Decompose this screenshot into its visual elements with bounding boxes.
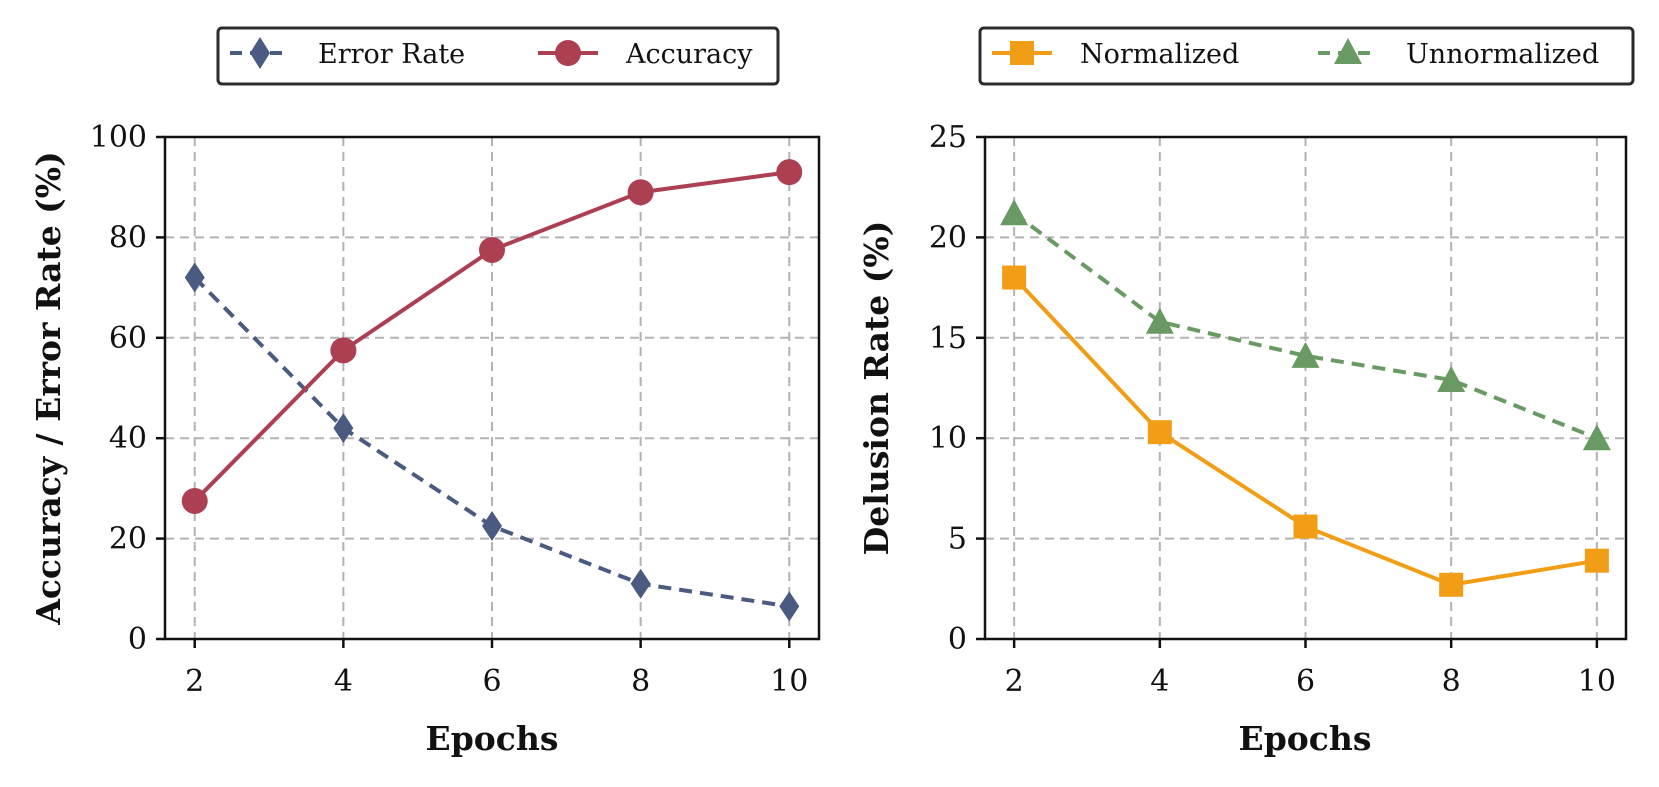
ticks-right: 2 4 6 8 10 0 5 10 15 20 25 xyxy=(929,120,1616,699)
ytick-label-left-3: 60 xyxy=(109,321,147,356)
ytick-label-right-3: 15 xyxy=(929,321,967,356)
point-accuracy-0 xyxy=(181,487,208,514)
ytick-label-left-0: 0 xyxy=(128,622,147,657)
y-axis-label-right: Delusion Rate (%) xyxy=(857,221,896,556)
xtick-label-right-2: 6 xyxy=(1296,664,1315,699)
x-axis-label-right: Epochs xyxy=(1239,719,1372,758)
series-line-unnormalized xyxy=(1012,211,1598,441)
legend-accuracy-label: Accuracy xyxy=(625,39,753,70)
point-accuracy-1 xyxy=(330,337,357,364)
point-normalized-4 xyxy=(1584,548,1609,573)
point-unnormalized-3 xyxy=(1437,365,1466,392)
legend-accuracy-marker xyxy=(555,40,581,66)
ytick-label-left-2: 40 xyxy=(109,421,147,456)
series-right xyxy=(1000,199,1611,597)
xtick-label-left-2: 6 xyxy=(482,664,501,699)
point-error-rate-2 xyxy=(482,511,502,542)
grid-left xyxy=(165,137,819,639)
legend-left-box xyxy=(216,26,780,86)
point-error-rate-1 xyxy=(333,413,354,444)
chart-right: Normalized Unnormalized 2 4 6 8 10 0 5 10 15 20 25… xyxy=(857,26,1635,758)
ytick-label-left-4: 80 xyxy=(109,220,147,255)
xtick-label-right-1: 4 xyxy=(1150,664,1169,699)
xtick-label-right-0: 2 xyxy=(1005,664,1024,699)
ytick-label-right-0: 0 xyxy=(948,622,967,657)
series-left xyxy=(181,159,803,622)
legend-normalized-label: Normalized xyxy=(1080,39,1239,70)
xtick-label-left-4: 10 xyxy=(770,664,808,699)
xtick-label-right-4: 10 xyxy=(1578,664,1616,699)
x-axis-label-left: Epochs xyxy=(426,719,559,758)
legend-error-rate-marker xyxy=(250,37,270,69)
point-accuracy-2 xyxy=(479,236,505,263)
xtick-label-left-1: 4 xyxy=(334,664,353,699)
xtick-label-left-0: 2 xyxy=(185,664,204,699)
point-normalized-1 xyxy=(1147,420,1172,445)
xtick-label-left-3: 8 xyxy=(631,664,650,699)
point-normalized-2 xyxy=(1293,514,1318,539)
plot-frame-left xyxy=(163,135,821,641)
point-unnormalized-2 xyxy=(1291,341,1320,368)
legend-unnormalized-label: Unnormalized xyxy=(1406,39,1599,70)
plot-frame-right xyxy=(983,135,1628,641)
point-unnormalized-4 xyxy=(1582,424,1611,451)
point-error-rate-3 xyxy=(630,568,651,599)
legend-unnormalized-marker xyxy=(1334,38,1362,64)
legend-right: Normalized Unnormalized xyxy=(978,26,1635,86)
point-normalized-3 xyxy=(1439,572,1464,597)
point-unnormalized-0 xyxy=(1000,199,1029,226)
point-accuracy-3 xyxy=(627,179,654,206)
y-axis-label-left: Accuracy / Error Rate (%) xyxy=(29,151,68,626)
ytick-label-left-1: 20 xyxy=(109,522,147,557)
xtick-label-right-3: 8 xyxy=(1442,664,1461,699)
point-accuracy-4 xyxy=(776,159,803,186)
grid-right xyxy=(985,137,1626,639)
legend-left: Error Rate Accuracy xyxy=(216,26,780,86)
point-unnormalized-1 xyxy=(1145,307,1174,334)
ytick-label-right-1: 5 xyxy=(948,522,967,557)
point-error-rate-0 xyxy=(184,262,205,293)
legend-normalized-marker xyxy=(1010,41,1034,65)
ytick-label-right-4: 20 xyxy=(929,220,967,255)
ytick-label-left-5: 100 xyxy=(90,120,147,155)
point-normalized-0 xyxy=(1002,265,1027,290)
ytick-label-right-2: 10 xyxy=(929,421,967,456)
point-error-rate-4 xyxy=(779,591,800,622)
ytick-label-right-5: 25 xyxy=(929,120,967,155)
legend-error-rate-label: Error Rate xyxy=(318,39,465,70)
legend-right-box xyxy=(978,26,1635,86)
